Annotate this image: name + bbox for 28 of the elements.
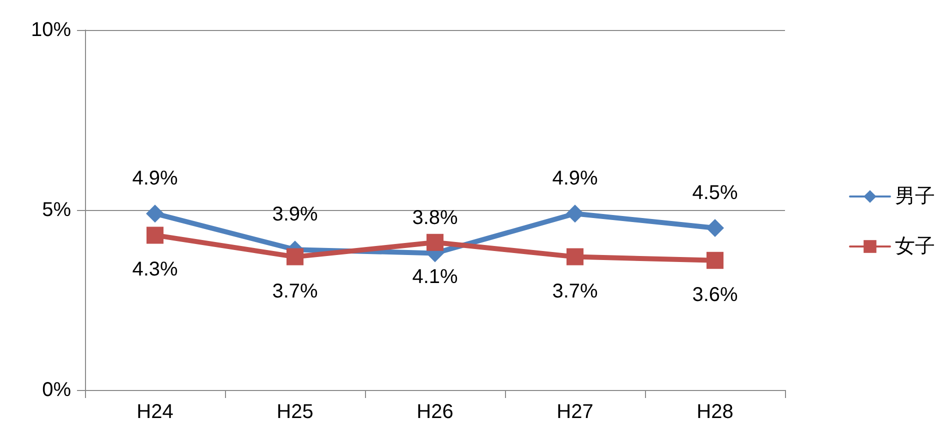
legend-label: 男子 — [895, 186, 935, 208]
x-tick-label: H26 — [416, 401, 454, 423]
data-label: 3.9% — [272, 204, 318, 226]
data-label: 3.8% — [412, 207, 458, 230]
point — [146, 226, 164, 244]
point — [706, 252, 724, 269]
data-label: 3.7% — [272, 280, 318, 302]
y-tick-label: 10% — [30, 19, 72, 41]
data-label: 3.6% — [692, 284, 738, 306]
data-label: 4.9% — [132, 168, 178, 190]
point — [286, 248, 304, 266]
data-label: 4.1% — [412, 266, 458, 288]
x-tick-label: H24 — [136, 401, 174, 423]
x-tick-label: H27 — [556, 401, 594, 423]
data-label: 4.9% — [552, 168, 598, 190]
point — [566, 248, 584, 266]
point — [566, 204, 584, 223]
data-label: 4.5% — [692, 182, 738, 204]
point — [706, 219, 724, 237]
x-tick-label: H28 — [696, 401, 734, 423]
x-tick-label: H25 — [276, 401, 314, 423]
point — [426, 234, 444, 251]
point — [146, 204, 164, 223]
y-tick-label: 0% — [42, 379, 72, 401]
y-tick-label: 5% — [42, 199, 72, 221]
data-label: 3.7% — [552, 280, 598, 302]
data-label: 4.3% — [132, 258, 178, 281]
legend-label: 女子 — [895, 236, 935, 258]
